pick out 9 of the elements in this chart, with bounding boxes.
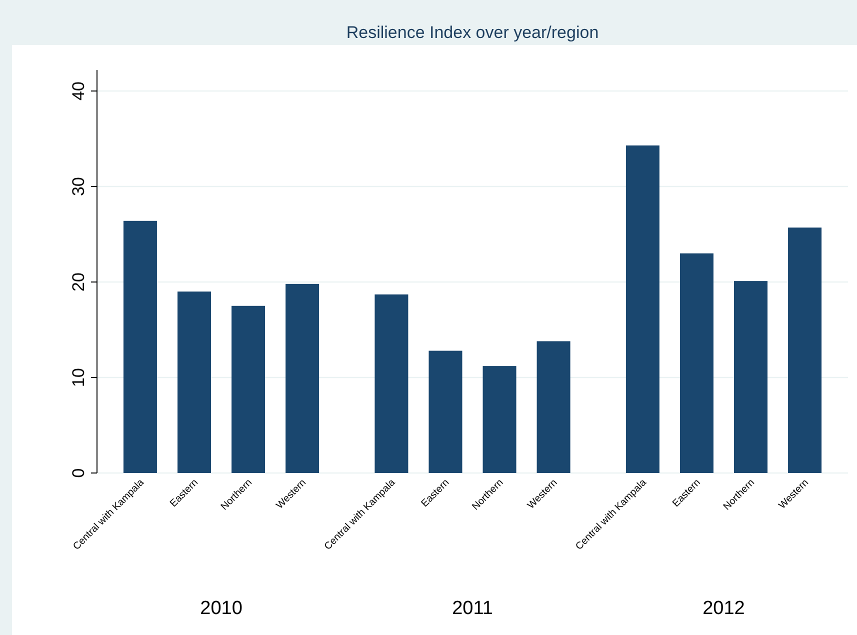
y-tick-label: 40 <box>69 82 88 100</box>
y-tick-label: 20 <box>69 272 88 292</box>
y-tick-label: 0 <box>69 468 88 478</box>
text: 2012 <box>702 598 745 619</box>
chart-title: Resilience Index over year/region <box>346 23 599 42</box>
text: 2011 <box>452 598 493 619</box>
text: 2010 <box>200 598 242 619</box>
y-tick-label: 30 <box>69 177 88 196</box>
y-tick-label: 10 <box>69 368 88 387</box>
